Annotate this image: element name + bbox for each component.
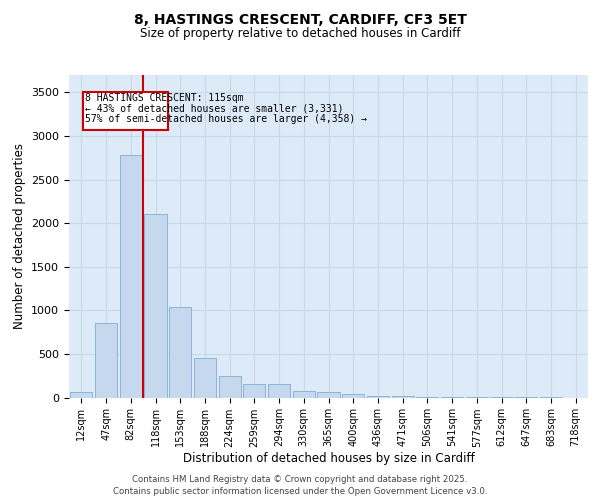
Bar bbox=[317, 392, 340, 398]
Text: 8 HASTINGS CRESCENT: 115sqm: 8 HASTINGS CRESCENT: 115sqm bbox=[85, 93, 243, 103]
Bar bbox=[293, 392, 315, 398]
Bar bbox=[145, 214, 167, 398]
Bar bbox=[95, 324, 117, 398]
Bar bbox=[70, 392, 92, 398]
X-axis label: Distribution of detached houses by size in Cardiff: Distribution of detached houses by size … bbox=[182, 452, 475, 466]
Bar bbox=[268, 384, 290, 398]
Bar bbox=[342, 394, 364, 398]
Bar bbox=[169, 307, 191, 398]
Bar bbox=[243, 384, 265, 398]
Bar bbox=[392, 396, 414, 398]
Y-axis label: Number of detached properties: Number of detached properties bbox=[13, 143, 26, 329]
Bar bbox=[119, 155, 142, 398]
Text: Size of property relative to detached houses in Cardiff: Size of property relative to detached ho… bbox=[140, 28, 460, 40]
Bar bbox=[367, 396, 389, 398]
Text: 8, HASTINGS CRESCENT, CARDIFF, CF3 5ET: 8, HASTINGS CRESCENT, CARDIFF, CF3 5ET bbox=[134, 12, 466, 26]
Bar bbox=[218, 376, 241, 398]
Bar bbox=[194, 358, 216, 398]
Text: ← 43% of detached houses are smaller (3,331): ← 43% of detached houses are smaller (3,… bbox=[85, 104, 343, 114]
FancyBboxPatch shape bbox=[83, 92, 168, 130]
Text: Contains HM Land Registry data © Crown copyright and database right 2025.
Contai: Contains HM Land Registry data © Crown c… bbox=[113, 474, 487, 496]
Text: 57% of semi-detached houses are larger (4,358) →: 57% of semi-detached houses are larger (… bbox=[85, 114, 367, 124]
